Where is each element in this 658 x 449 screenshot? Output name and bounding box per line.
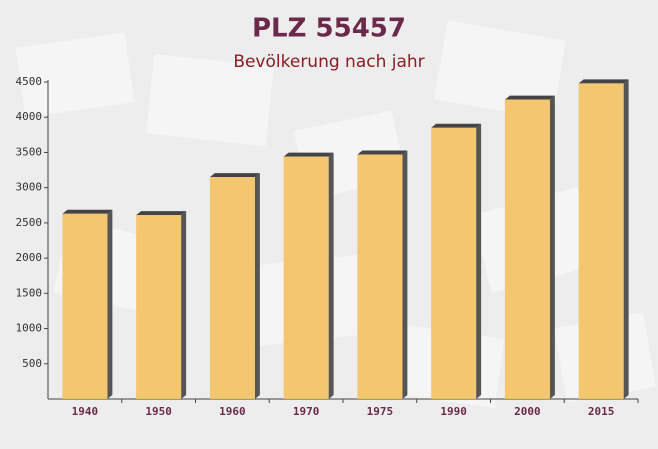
chart-title: PLZ 55457: [252, 14, 406, 44]
bar-shadow: [549, 95, 555, 399]
y-tick-label: 4000: [16, 110, 43, 123]
y-tick-label: 3500: [16, 145, 43, 158]
bar-top: [578, 79, 629, 84]
y-tick-label: 500: [22, 357, 42, 370]
bar-shadow: [476, 123, 482, 400]
bar-shadow: [254, 173, 260, 399]
x-tick-label: 1940: [72, 405, 99, 418]
bar: [504, 99, 550, 399]
x-tick-label: 2000: [514, 405, 541, 418]
y-tick-label: 3000: [16, 181, 43, 194]
x-tick-label: 1960: [219, 405, 246, 418]
bar: [209, 177, 255, 399]
bar-shadow: [181, 211, 187, 399]
bar-top: [136, 211, 187, 216]
bar-shadow: [402, 150, 408, 399]
bar-top: [357, 150, 408, 155]
bar-top: [209, 173, 260, 178]
x-tick-label: 2015: [588, 405, 615, 418]
bar-top: [431, 123, 482, 128]
y-tick-label: 1000: [16, 322, 43, 335]
bar-top: [62, 209, 113, 214]
bar-top: [283, 152, 334, 157]
x-tick-label: 1975: [367, 405, 394, 418]
bar: [578, 83, 624, 400]
bar-shadow: [107, 209, 113, 399]
y-tick-label: 2500: [16, 216, 43, 229]
bar: [431, 127, 477, 400]
bar-shadow: [623, 79, 629, 400]
y-tick-label: 2000: [16, 251, 43, 264]
bar-shadow: [328, 152, 334, 399]
y-tick-label: 1500: [16, 286, 43, 299]
x-tick-label: 1950: [145, 405, 172, 418]
x-tick-label: 1970: [293, 405, 320, 418]
bar: [283, 156, 329, 399]
bar: [62, 213, 108, 399]
bar-top: [504, 95, 555, 100]
chart-subtitle: Bevölkerung nach jahr: [233, 52, 424, 72]
y-tick-label: 4500: [16, 75, 43, 88]
bar: [357, 154, 403, 399]
x-tick-label: 1990: [440, 405, 467, 418]
bar: [136, 215, 182, 399]
